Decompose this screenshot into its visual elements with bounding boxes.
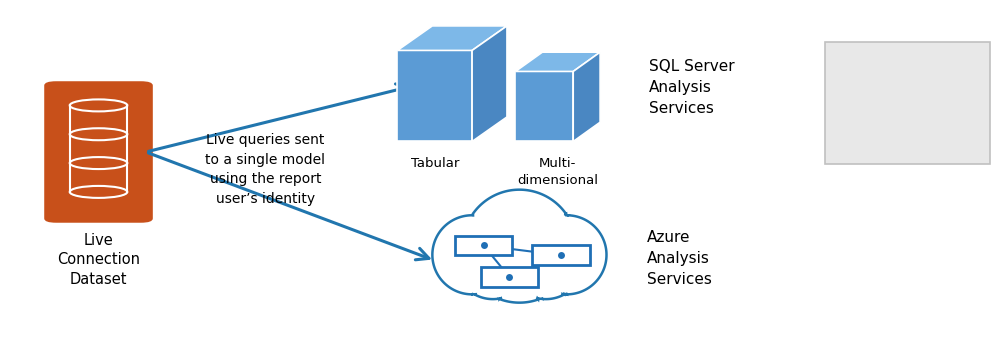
- Polygon shape: [433, 190, 606, 303]
- FancyBboxPatch shape: [825, 42, 990, 164]
- Text: SQL Server
Analysis
Services: SQL Server Analysis Services: [649, 59, 734, 116]
- Polygon shape: [398, 26, 506, 50]
- Polygon shape: [473, 26, 506, 142]
- FancyBboxPatch shape: [455, 236, 512, 255]
- Text: Live
Connection
Dataset: Live Connection Dataset: [57, 233, 140, 287]
- Polygon shape: [515, 52, 600, 71]
- FancyBboxPatch shape: [481, 267, 538, 287]
- Text: Tabular: Tabular: [411, 157, 459, 170]
- Polygon shape: [573, 52, 600, 142]
- Polygon shape: [515, 71, 573, 142]
- Text: Multi-
dimensional: Multi- dimensional: [516, 157, 597, 187]
- FancyBboxPatch shape: [532, 245, 590, 265]
- FancyBboxPatch shape: [44, 81, 153, 223]
- Text: Azure
Analysis
Services: Azure Analysis Services: [647, 230, 712, 287]
- Polygon shape: [398, 50, 473, 142]
- Text: Live queries sent
to a single model
using the report
user’s identity: Live queries sent to a single model usin…: [206, 133, 326, 206]
- Text: Gateway
required: Gateway required: [871, 81, 944, 125]
